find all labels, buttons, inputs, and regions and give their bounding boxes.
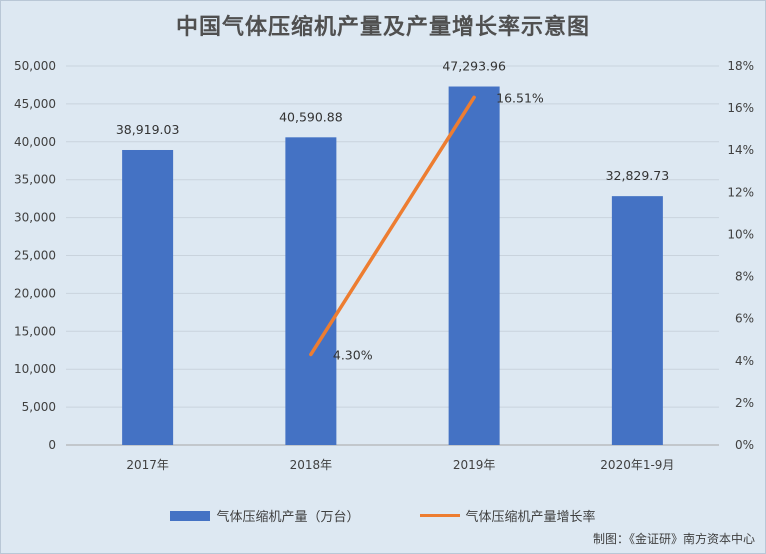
legend-label-growth: 气体压缩机产量增长率	[465, 510, 596, 525]
y-left-tick-label: 5,000	[22, 400, 56, 414]
y-left-tick-label: 10,000	[14, 362, 56, 376]
legend-item-growth: 气体压缩机产量增长率	[419, 506, 596, 525]
bar	[448, 86, 500, 445]
y-right-tick-label: 10%	[727, 227, 754, 241]
y-right-tick-label: 4%	[735, 354, 754, 368]
source-note: 制图：《金证研》南方资本中心	[592, 532, 755, 546]
legend-label-production: 气体压缩机产量（万台）	[216, 510, 360, 525]
growth-line	[309, 95, 476, 357]
y-left-tick-label: 15,000	[14, 324, 56, 338]
chart-canvas: 0 5,000 10,000 15,000 20,000 25,000 30,000 35,0…	[14, 59, 754, 472]
x-tick-label: 2020年1-9月	[600, 458, 674, 472]
y-right-tick-label: 0%	[735, 438, 754, 452]
bar-data-label: 32,829.73	[606, 168, 670, 183]
bar	[285, 137, 337, 445]
chart-title: 中国气体压缩机产量及产量增长率示意图	[175, 15, 590, 40]
y-left-tick-label: 45,000	[14, 97, 56, 111]
y-left-tick-label: 35,000	[14, 173, 56, 187]
x-tick-label: 2017年	[126, 458, 169, 472]
y-left-tick-label: 40,000	[14, 135, 56, 149]
legend-item-production: 气体压缩机产量（万台）	[170, 506, 360, 525]
line-data-label: 4.30%	[333, 347, 373, 362]
y-right-tick-label: 16%	[727, 101, 754, 115]
x-tick-label: 2019年	[453, 458, 496, 472]
x-tick-label: 2018年	[290, 458, 333, 472]
bar-data-label: 40,590.88	[279, 109, 343, 124]
y-right-tick-label: 8%	[735, 270, 754, 284]
y-right-tick-label: 2%	[735, 396, 754, 410]
y-left-tick-label: 0	[48, 438, 56, 452]
y-right-tick-label: 6%	[735, 312, 754, 326]
y-left-tick-label: 20,000	[14, 286, 56, 300]
bar	[611, 196, 663, 445]
legend-swatch-line	[419, 514, 460, 517]
line-data-label: 16.51%	[496, 90, 544, 105]
bar-data-label: 38,919.03	[116, 122, 180, 137]
y-right-tick-label: 12%	[727, 185, 754, 199]
y-left-tick-label: 25,000	[14, 249, 56, 263]
y-left-tick-label: 30,000	[14, 211, 56, 225]
legend: 气体压缩机产量（万台） 气体压缩机产量增长率	[1, 506, 765, 525]
y-right-tick-label: 14%	[727, 143, 754, 157]
y-right-tick-label: 18%	[727, 59, 754, 73]
bar	[122, 149, 174, 445]
y-left-tick-label: 50,000	[14, 59, 56, 73]
bar-data-label: 47,293.96	[442, 59, 506, 74]
legend-swatch-bar	[170, 510, 211, 521]
